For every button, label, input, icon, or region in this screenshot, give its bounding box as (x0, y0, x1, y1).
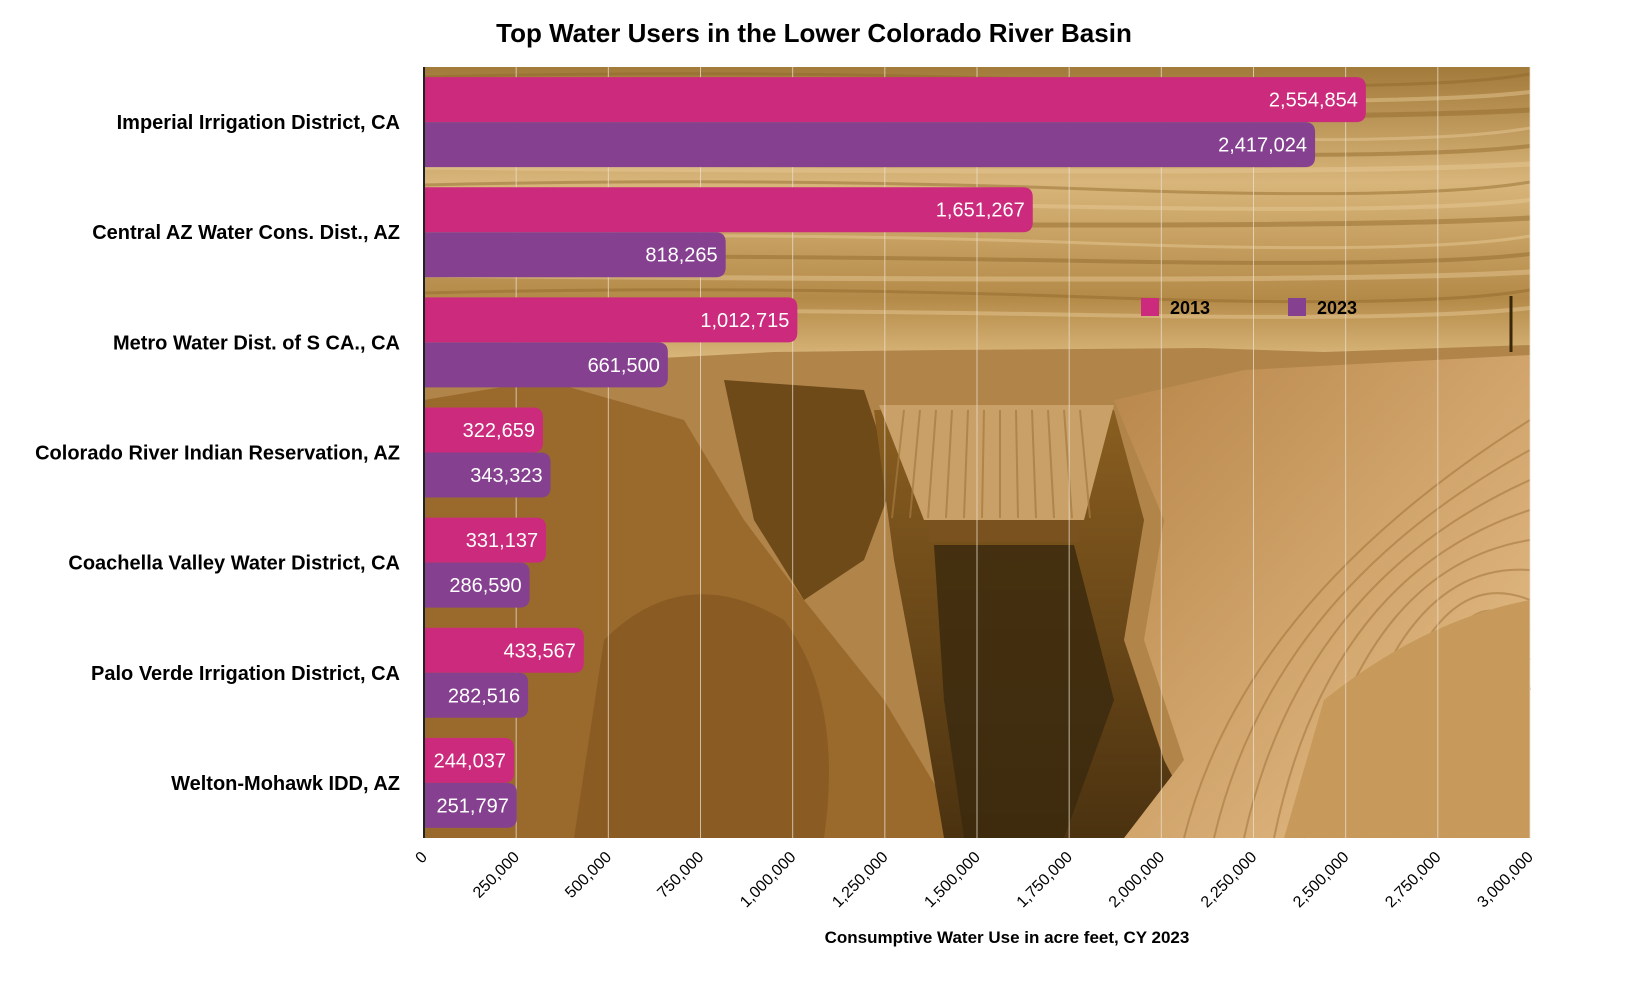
x-tick-label: 2,250,000 (1198, 849, 1260, 911)
dam-wall (879, 405, 1114, 520)
x-axis-title: Consumptive Water Use in acre feet, CY 2… (825, 928, 1190, 947)
legend-label-2023: 2023 (1317, 298, 1357, 318)
dam-column (1047, 409, 1055, 519)
bar-value-label: 331,137 (466, 530, 538, 552)
bar-value-label: 1,012,715 (700, 310, 789, 332)
rock-strata (1213, 449, 1531, 839)
x-tick-label: 2,500,000 (1290, 849, 1352, 911)
cloud-streak (423, 161, 1531, 174)
legend: 2013 2023 (1141, 298, 1357, 318)
powerhouse (929, 520, 1079, 542)
bar-2013 (424, 77, 1366, 123)
cloud-streak (423, 288, 1531, 304)
dam-column (1063, 409, 1073, 519)
dam-column (1015, 409, 1019, 519)
bar-value-label: 818,265 (645, 245, 717, 267)
bar-2013 (424, 407, 543, 453)
dam-column (963, 409, 969, 519)
x-tick-label: 250,000 (470, 849, 523, 902)
dam-column (891, 409, 905, 519)
x-tick-label: 1,250,000 (829, 849, 891, 911)
legend-label-2013: 2013 (1170, 298, 1210, 318)
bar-2023 (424, 122, 1316, 168)
bar-2013 (424, 627, 584, 673)
chart-title: Top Water Users in the Lower Colorado Ri… (496, 18, 1132, 48)
x-tick-label: 500,000 (562, 849, 615, 902)
bar-2013 (424, 297, 798, 343)
bar-value-label: 661,500 (588, 355, 660, 377)
bar-value-label: 2,417,024 (1218, 135, 1307, 157)
bar-value-label: 282,516 (448, 685, 520, 707)
category-label: Coachella Valley Water District, CA (68, 553, 400, 575)
x-tick-label: 2,750,000 (1382, 849, 1444, 911)
x-tick-label: 750,000 (654, 849, 707, 902)
x-tick-label: 0 (413, 849, 431, 867)
bar-2013 (424, 517, 547, 563)
bar-2013 (424, 187, 1033, 233)
dam-column (1031, 409, 1037, 519)
dam-column (909, 409, 921, 519)
category-label: Metro Water Dist. of S CA., CA (113, 332, 400, 354)
foreground-boulder (574, 594, 829, 838)
category-label: Colorado River Indian Reservation, AZ (35, 443, 400, 465)
bar-value-label: 2,554,854 (1269, 90, 1358, 112)
x-tick-label: 1,000,000 (737, 849, 799, 911)
dam-column (981, 409, 985, 519)
category-label: Central AZ Water Cons. Dist., AZ (92, 222, 400, 244)
bar-value-label: 244,037 (434, 750, 506, 772)
bar-2023 (424, 232, 726, 278)
bar-2023 (424, 782, 517, 828)
x-tick-label: 2,000,000 (1106, 849, 1168, 911)
canyon-shadow-left (724, 380, 894, 600)
cloud-streak (423, 180, 1531, 196)
bar-value-label: 322,659 (463, 420, 535, 442)
bar-value-label: 1,651,267 (936, 200, 1025, 222)
category-label: Imperial Irrigation District, CA (117, 112, 400, 134)
rock-strata (1183, 419, 1531, 839)
bar-value-label: 251,797 (437, 795, 509, 817)
bar-2023 (424, 452, 551, 498)
x-tick-label: 1,500,000 (921, 849, 983, 911)
rock-strata (1243, 479, 1531, 839)
dam-column (945, 409, 953, 519)
legend-swatch-2013 (1141, 298, 1159, 316)
category-label: Welton-Mohawk IDD, AZ (171, 773, 400, 795)
category-label: Palo Verde Irrigation District, CA (91, 663, 400, 685)
bars: 2,554,854 2,417,024 Imperial Irrigation Di… (35, 77, 1366, 828)
bar-2023 (424, 672, 529, 718)
x-tick-label: 1,750,000 (1014, 849, 1076, 911)
bar-2023 (424, 342, 668, 388)
rock-strata (1273, 509, 1531, 839)
dam-column (1079, 409, 1091, 519)
bar-2023 (424, 562, 530, 608)
dam-column (927, 409, 937, 519)
bar-value-label: 343,323 (470, 465, 542, 487)
x-tick-label: 3,000,000 (1474, 849, 1536, 911)
legend-swatch-2023 (1288, 298, 1306, 316)
bar-2013 (424, 737, 514, 783)
bar-value-label: 286,590 (449, 575, 521, 597)
bar-value-label: 433,567 (504, 640, 576, 662)
